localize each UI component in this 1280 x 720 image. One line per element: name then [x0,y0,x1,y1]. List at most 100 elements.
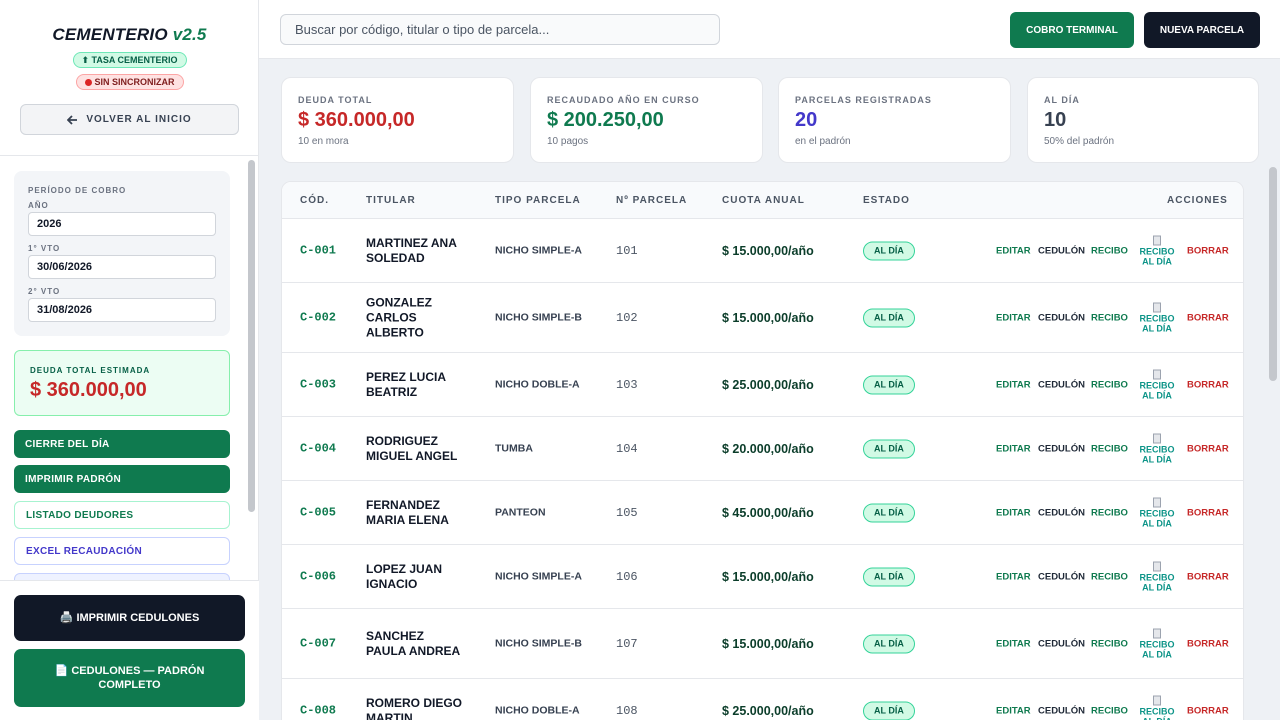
parcel-type: NICHO SIMPLE-A [495,244,582,256]
table-row: C-007 SANCHEZ PAULA ANDREA NICHO SIMPLE-B 1… [282,609,1243,679]
main-scrollbar-thumb[interactable] [1269,167,1277,381]
period-panel: PERÍODO DE COBRO AÑO 1° VTO 2° VTO [14,171,230,336]
status-badge: AL DÍA [863,375,915,394]
recibo-button[interactable]: RECIBO [1091,379,1128,390]
edit-button[interactable]: EDITAR [996,443,1031,454]
parcel-type: PANTEON [495,506,546,518]
parcel-type: NICHO SIMPLE-B [495,637,582,649]
delete-button[interactable]: BORRAR [1187,638,1229,649]
holder-name: PEREZ LUCIA BEATRIZ [366,369,446,399]
status-dot-icon [84,78,92,86]
edit-button[interactable]: EDITAR [996,312,1031,323]
edit-button[interactable]: EDITAR [996,507,1031,518]
recibo-button[interactable]: RECIBO [1091,312,1128,323]
recibo-button[interactable]: RECIBO [1091,245,1128,256]
imprimir-padron-button[interactable]: IMPRIMIR PADRÓN [14,465,230,493]
stat-card-recaudado: RECAUDADO AÑO EN CURSO $ 200.250,00 10 p… [530,77,763,163]
document-icon [1153,369,1161,379]
parcel-code: C-007 [300,636,337,650]
edit-button[interactable]: EDITAR [996,571,1031,582]
cedulon-button[interactable]: CEDULÓN [1038,705,1085,716]
year-input[interactable] [28,212,216,236]
annual-fee: $ 15.000,00/año [722,310,814,325]
parcel-type: NICHO SIMPLE-B [495,311,582,323]
parcel-number: 103 [616,377,638,392]
vto2-date-input[interactable] [28,298,216,322]
print-cedulones-button[interactable]: 🖨️ IMPRIMIR CEDULONES [14,595,245,641]
annual-fee: $ 25.000,00/año [722,703,814,718]
recibo-al-dia-button[interactable]: RECIBO AL DÍA [1138,628,1176,659]
document-icon [1153,561,1161,571]
cedulon-button[interactable]: CEDULÓN [1038,571,1085,582]
delete-button[interactable]: BORRAR [1187,507,1229,518]
recibo-button[interactable]: RECIBO [1091,705,1128,716]
vto1-date-input[interactable] [28,255,216,279]
column-header-tipo[interactable]: TIPO PARCELA [495,195,581,206]
parcel-type: TUMBA [495,442,533,454]
cedulon-button[interactable]: CEDULÓN [1038,245,1085,256]
annual-fee: $ 15.000,00/año [722,636,814,651]
app-version: v2.5 [172,25,207,44]
cobro-terminal-button[interactable]: COBRO TERMINAL [1010,12,1134,48]
recibo-al-dia-button[interactable]: RECIBO AL DÍA [1138,235,1176,266]
cedulon-button[interactable]: CEDULÓN [1038,638,1085,649]
sidebar-scroll-area: PERÍODO DE COBRO AÑO 1° VTO 2° VTO DEUDA… [0,157,259,580]
cedulon-button[interactable]: CEDULÓN [1038,507,1085,518]
search-input[interactable] [280,14,720,45]
column-header-titular[interactable]: TITULAR [366,195,416,206]
stat-sub: 10 pagos [547,136,589,147]
excel-recaudacion-button[interactable]: EXCEL RECAUDACIÓN [14,537,230,565]
cedulon-button[interactable]: CEDULÓN [1038,379,1085,390]
stat-label: DEUDA TOTAL [298,95,373,105]
edit-button[interactable]: EDITAR [996,245,1031,256]
cedulones-full-button[interactable]: 📄 CEDULONES — PADRÓN COMPLETO [14,649,245,707]
column-header-numero[interactable]: Nº PARCELA [616,195,688,206]
recibo-al-dia-button[interactable]: RECIBO AL DÍA [1138,433,1176,464]
recibo-al-dia-button[interactable]: RECIBO AL DÍA [1138,302,1176,333]
recibo-button[interactable]: RECIBO [1091,507,1128,518]
delete-button[interactable]: BORRAR [1187,312,1229,323]
status-badge: AL DÍA [863,701,915,720]
recibo-button[interactable]: RECIBO [1091,571,1128,582]
column-header-cod[interactable]: CÓD. [300,195,329,206]
edit-button[interactable]: EDITAR [996,379,1031,390]
delete-button[interactable]: BORRAR [1187,443,1229,454]
holder-name: LOPEZ JUAN IGNACIO [366,561,443,591]
recibo-button[interactable]: RECIBO [1091,638,1128,649]
delete-button[interactable]: BORRAR [1187,379,1229,390]
tasa-badge: ⬆ TASA CEMENTERIO [72,52,187,68]
edit-button[interactable]: EDITAR [996,705,1031,716]
recibo-al-dia-label: RECIBO AL DÍA [1139,639,1175,659]
estimated-debt-amount: $ 360.000,00 [30,379,147,401]
sidebar-footer: 🖨️ IMPRIMIR CEDULONES 📄 CEDULONES — PADR… [0,580,259,720]
partial-sidebar-button[interactable] [14,573,230,580]
recibo-al-dia-button[interactable]: RECIBO AL DÍA [1138,369,1176,400]
annual-fee: $ 45.000,00/año [722,505,814,520]
app-title: CEMENTERIO v2.5 [0,25,259,45]
delete-button[interactable]: BORRAR [1187,705,1229,716]
estimated-debt-label: DEUDA TOTAL ESTIMADA [30,366,151,375]
nueva-parcela-button[interactable]: NUEVA PARCELA [1144,12,1260,48]
holder-name: RODRIGUEZ MIGUEL ANGEL [366,433,458,463]
parcel-number: 107 [616,636,638,651]
column-header-estado[interactable]: ESTADO [863,195,910,206]
parcel-number: 102 [616,310,638,325]
delete-button[interactable]: BORRAR [1187,571,1229,582]
edit-button[interactable]: EDITAR [996,638,1031,649]
recibo-al-dia-button[interactable]: RECIBO AL DÍA [1138,561,1176,592]
listado-deudores-button[interactable]: LISTADO DEUDORES [14,501,230,529]
stat-label: AL DÍA [1044,95,1080,105]
recibo-al-dia-button[interactable]: RECIBO AL DÍA [1138,695,1176,720]
column-header-acciones: ACCIONES [1167,195,1228,206]
cedulon-button[interactable]: CEDULÓN [1038,312,1085,323]
year-label: AÑO [28,201,49,210]
recibo-al-dia-button[interactable]: RECIBO AL DÍA [1138,497,1176,528]
sidebar-scrollbar-thumb[interactable] [248,160,255,512]
cierre-dia-button[interactable]: CIERRE DEL DÍA [14,430,230,458]
recibo-button[interactable]: RECIBO [1091,443,1128,454]
cedulon-button[interactable]: CEDULÓN [1038,443,1085,454]
column-header-cuota[interactable]: CUOTA ANUAL [722,195,805,206]
back-home-button[interactable]: VOLVER AL INICIO [20,104,239,135]
delete-button[interactable]: BORRAR [1187,245,1229,256]
sync-status-label: SIN SINCRONIZAR [94,77,175,87]
